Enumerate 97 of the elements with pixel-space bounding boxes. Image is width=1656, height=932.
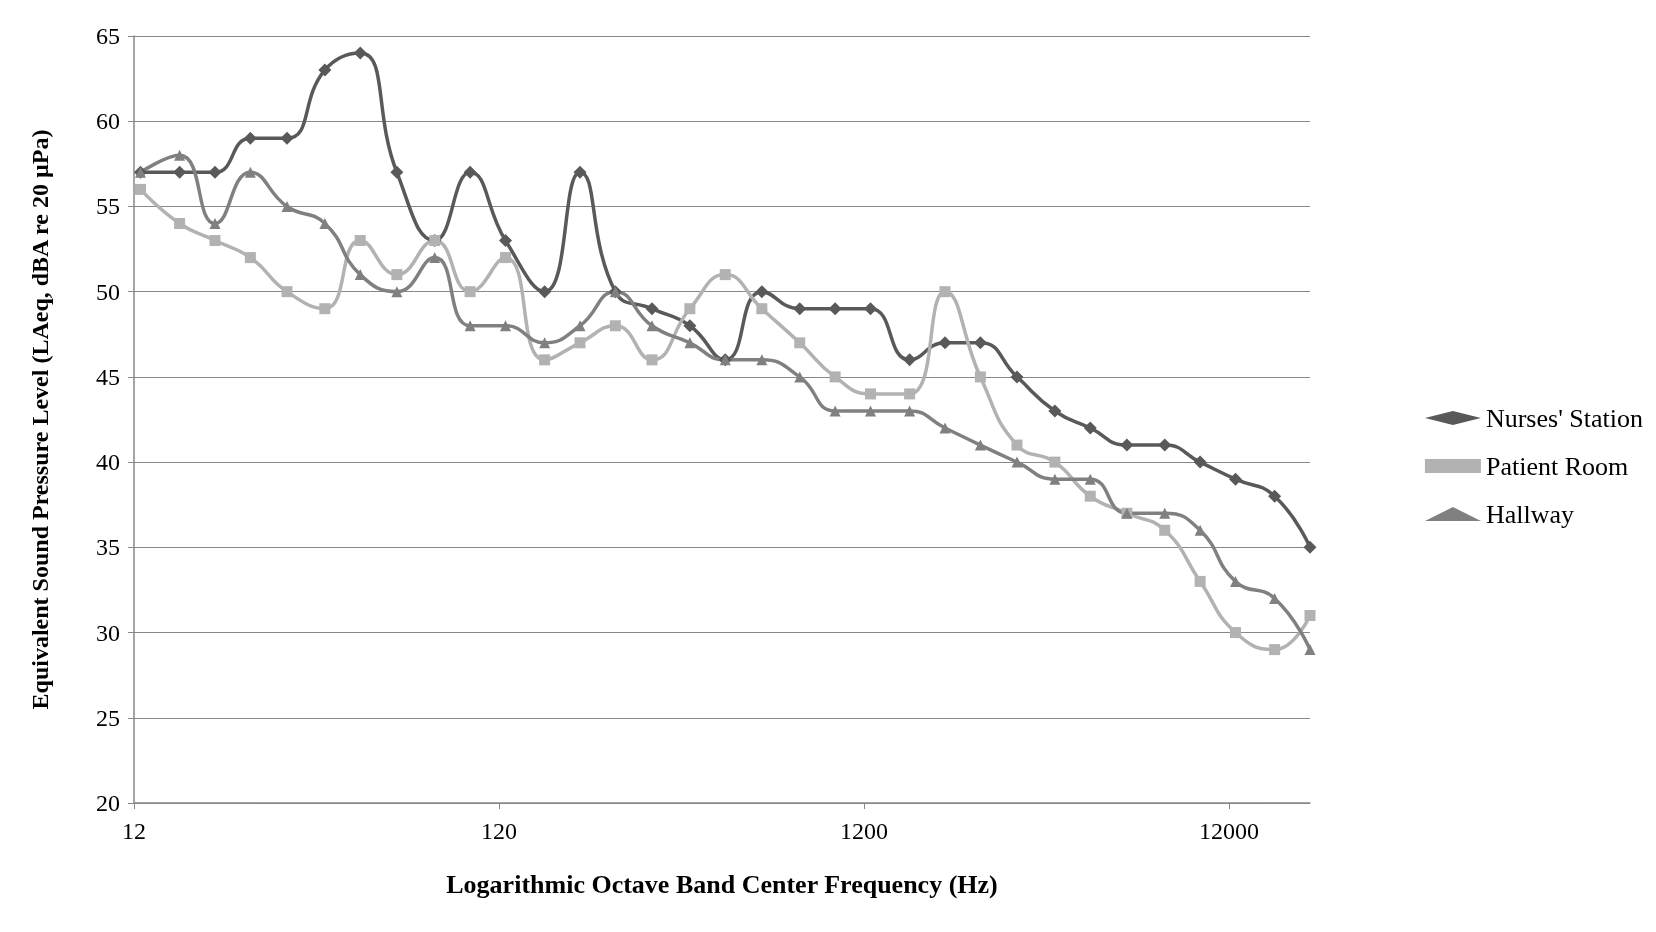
point	[209, 235, 221, 247]
y-axis-title: Equivalent Sound Pressure Level (LAeq, dBA re 20 µPa)	[27, 129, 53, 710]
point	[645, 302, 659, 316]
point	[1048, 404, 1062, 418]
point	[1158, 438, 1172, 452]
point	[904, 388, 916, 400]
point	[1304, 610, 1316, 622]
point	[1228, 472, 1242, 486]
x-tick-label: 1200	[840, 818, 889, 844]
point	[391, 286, 403, 298]
point	[863, 302, 877, 316]
point	[829, 405, 841, 417]
point	[354, 235, 366, 247]
point	[794, 337, 806, 349]
point	[464, 286, 476, 298]
point	[1229, 575, 1241, 587]
point	[1268, 489, 1282, 503]
y-tick-label: 25	[96, 704, 120, 731]
point	[499, 320, 511, 332]
point	[756, 303, 768, 315]
point	[1010, 370, 1024, 384]
point	[1011, 439, 1023, 451]
point	[318, 63, 332, 77]
y-tick-label: 65	[96, 23, 120, 49]
point	[756, 354, 768, 366]
y-tick-label: 40	[96, 449, 120, 476]
point	[499, 252, 511, 264]
point	[1194, 575, 1206, 587]
x-tick-label: 12000	[1199, 818, 1260, 844]
y-tick-label: 20	[96, 790, 120, 816]
point	[209, 217, 221, 229]
legend-label: Hallway	[1485, 499, 1575, 529]
point	[973, 336, 987, 350]
point	[683, 319, 697, 333]
point	[1083, 421, 1097, 435]
y-tick-label: 60	[96, 108, 120, 135]
point	[646, 354, 658, 366]
point	[574, 320, 586, 332]
point	[974, 371, 986, 383]
point	[1049, 473, 1061, 485]
point	[353, 46, 367, 60]
point	[1193, 455, 1207, 469]
point	[938, 336, 952, 350]
point	[1049, 456, 1061, 468]
point	[574, 337, 586, 349]
point	[280, 131, 294, 145]
point	[864, 388, 876, 400]
point	[904, 405, 916, 417]
point	[244, 252, 256, 264]
legend-label: Nurses' Station	[1485, 403, 1644, 433]
point	[1084, 473, 1096, 485]
point	[429, 252, 441, 264]
point	[646, 320, 658, 332]
point	[281, 286, 293, 298]
point	[1269, 644, 1281, 656]
point	[684, 303, 696, 315]
point	[1120, 438, 1134, 452]
y-tick-label: 55	[96, 193, 120, 220]
point	[1084, 490, 1096, 502]
point	[1304, 644, 1316, 656]
point	[243, 131, 257, 145]
point	[719, 269, 731, 281]
point	[828, 302, 842, 316]
legend-label: Patient Room	[1485, 451, 1629, 481]
point	[1159, 524, 1171, 536]
y-tick-label: 50	[96, 278, 120, 305]
point	[208, 165, 222, 179]
x-tick-label: 12	[122, 818, 146, 844]
point	[573, 165, 587, 179]
point	[391, 269, 403, 281]
point	[939, 286, 951, 298]
y-tick-label: 35	[96, 534, 120, 561]
point	[134, 183, 146, 195]
point	[939, 422, 951, 434]
point	[755, 285, 769, 299]
x-tick-label: 120	[481, 818, 518, 844]
point	[1011, 456, 1023, 468]
point	[684, 337, 696, 349]
point	[1303, 540, 1317, 554]
y-tick-label: 45	[96, 363, 120, 390]
point	[463, 165, 477, 179]
point	[281, 200, 293, 212]
point	[498, 234, 512, 248]
point	[390, 165, 404, 179]
point	[903, 353, 917, 367]
point	[974, 439, 986, 451]
point	[464, 320, 476, 332]
point	[319, 303, 331, 315]
point	[829, 371, 841, 383]
point	[244, 166, 256, 178]
point	[609, 320, 621, 332]
x-axis-title: Logarithmic Octave Band Center Frequency (Hz)	[446, 869, 998, 899]
point	[1229, 627, 1241, 639]
point	[1159, 507, 1171, 519]
point	[864, 405, 876, 417]
point	[793, 302, 807, 316]
y-tick-label: 30	[96, 619, 120, 646]
